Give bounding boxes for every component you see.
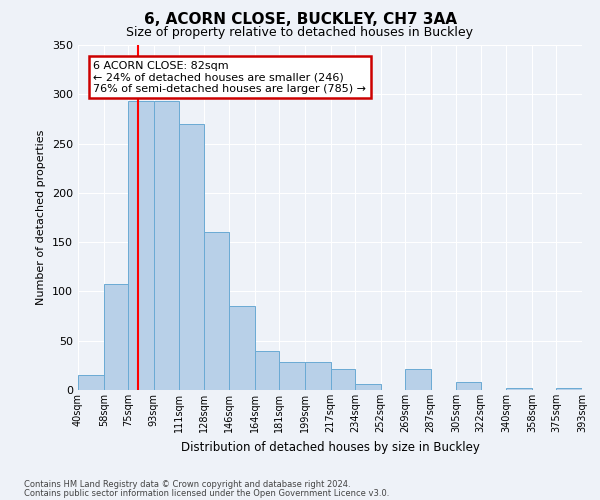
Bar [331, 370, 355, 390]
Text: 6 ACORN CLOSE: 82sqm
← 24% of detached houses are smaller (246)
76% of semi-deta: 6 ACORN CLOSE: 82sqm ← 24% of detached h… [93, 60, 366, 94]
Text: 6, ACORN CLOSE, BUCKLEY, CH7 3AA: 6, ACORN CLOSE, BUCKLEY, CH7 3AA [143, 12, 457, 28]
Text: Contains public sector information licensed under the Open Government Licence v3: Contains public sector information licen… [24, 488, 389, 498]
Bar [355, 384, 380, 390]
Bar [104, 284, 128, 390]
Bar [154, 101, 179, 390]
Text: Contains HM Land Registry data © Crown copyright and database right 2024.: Contains HM Land Registry data © Crown c… [24, 480, 350, 489]
Y-axis label: Number of detached properties: Number of detached properties [37, 130, 46, 305]
Bar [128, 101, 154, 390]
Bar [457, 382, 481, 390]
Bar [556, 388, 582, 390]
Bar [506, 388, 532, 390]
Bar [229, 306, 255, 390]
Bar [405, 370, 431, 390]
Text: Size of property relative to detached houses in Buckley: Size of property relative to detached ho… [127, 26, 473, 39]
Bar [78, 375, 104, 390]
Bar [305, 362, 331, 390]
X-axis label: Distribution of detached houses by size in Buckley: Distribution of detached houses by size … [181, 440, 479, 454]
Bar [179, 124, 203, 390]
Bar [255, 350, 280, 390]
Bar [280, 362, 305, 390]
Bar [203, 232, 229, 390]
